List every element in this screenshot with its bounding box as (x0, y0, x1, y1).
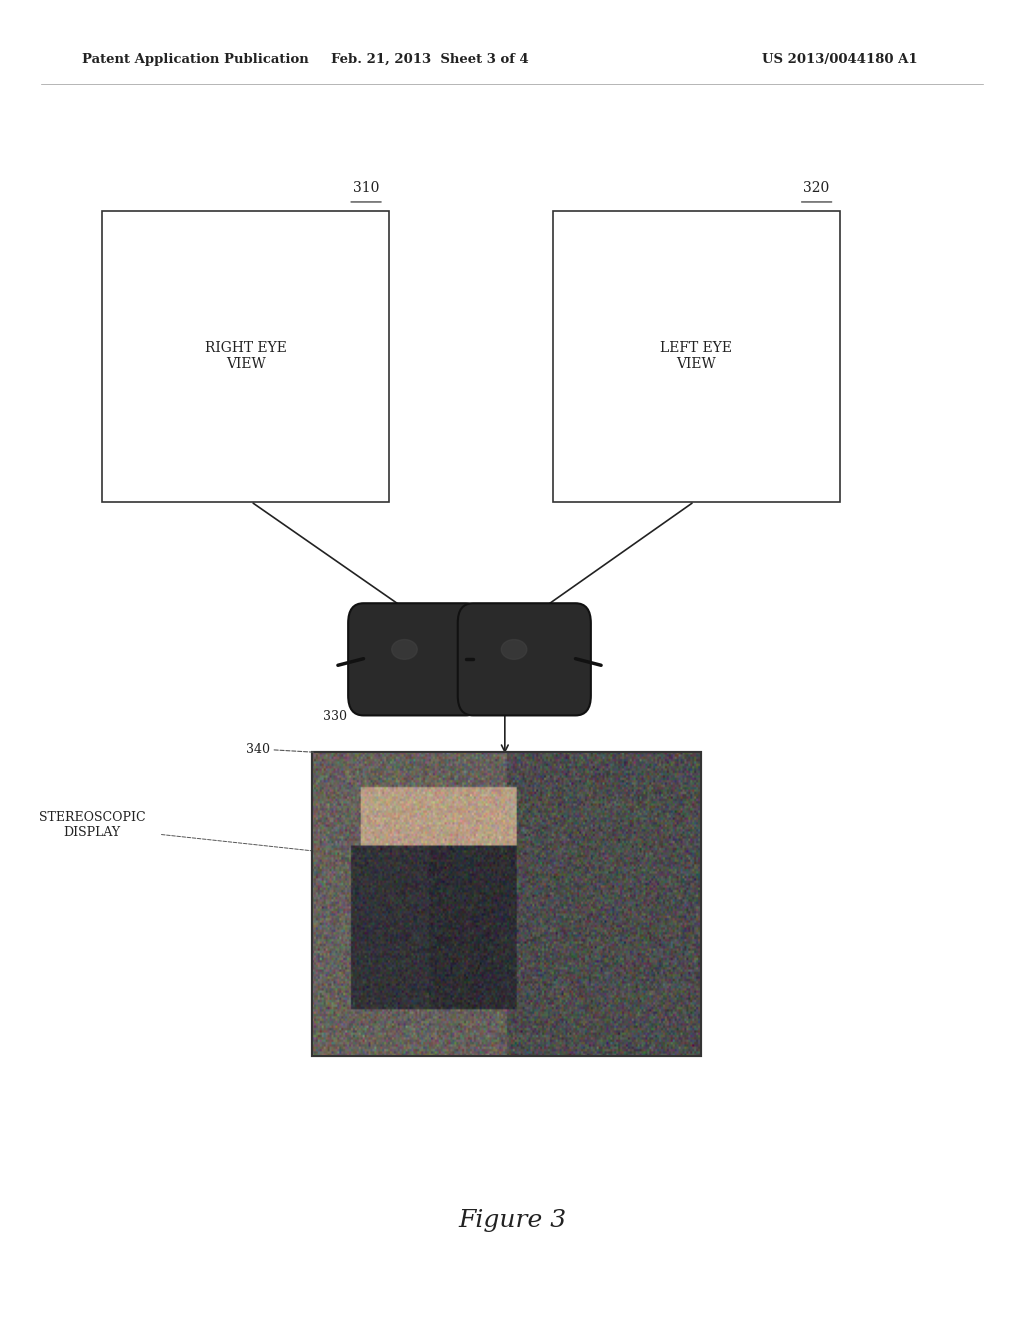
Bar (553, 211, 840, 502)
Bar (312, 752, 701, 1056)
Text: Feb. 21, 2013  Sheet 3 of 4: Feb. 21, 2013 Sheet 3 of 4 (331, 53, 529, 66)
Text: Figure 3: Figure 3 (458, 1209, 566, 1233)
Ellipse shape (502, 639, 526, 659)
FancyBboxPatch shape (348, 603, 481, 715)
Text: Patent Application Publication: Patent Application Publication (82, 53, 308, 66)
Bar (102, 211, 389, 502)
Text: 330: 330 (323, 710, 346, 723)
Text: 310: 310 (352, 181, 379, 195)
FancyBboxPatch shape (458, 603, 591, 715)
Text: RIGHT EYE
VIEW: RIGHT EYE VIEW (205, 342, 287, 371)
Text: 320: 320 (803, 181, 829, 195)
Ellipse shape (391, 639, 418, 659)
Text: STEREOSCOPIC
DISPLAY: STEREOSCOPIC DISPLAY (39, 810, 145, 840)
Text: 340: 340 (246, 743, 269, 756)
Bar (312, 752, 701, 1056)
Text: US 2013/0044180 A1: US 2013/0044180 A1 (762, 53, 918, 66)
Text: LEFT EYE
VIEW: LEFT EYE VIEW (660, 342, 732, 371)
